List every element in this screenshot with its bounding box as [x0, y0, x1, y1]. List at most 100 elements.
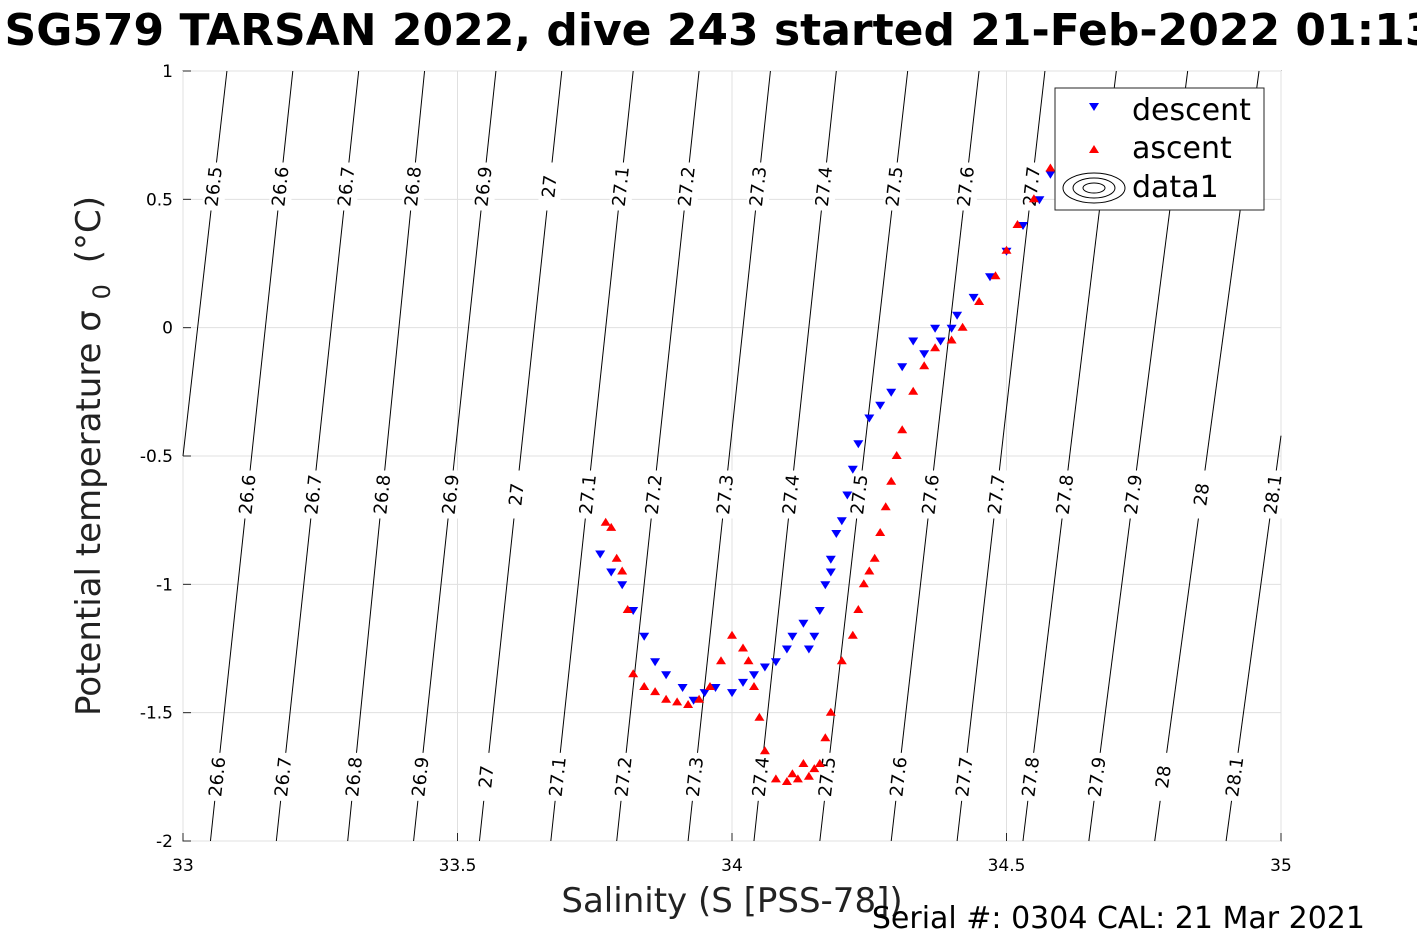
ascent-marker [825, 707, 836, 716]
contour-label-bg [714, 470, 737, 519]
legend-ascent-label: ascent [1132, 131, 1232, 166]
contour-label: 28 [1190, 482, 1214, 508]
descent-marker [781, 645, 792, 654]
ascent-marker [864, 566, 875, 575]
ascent-marker [727, 630, 737, 639]
ascent-marker [650, 687, 661, 696]
descent-marker [606, 568, 617, 577]
descent-marker [853, 440, 864, 449]
contour-label-bg [371, 470, 394, 519]
contour-label-bg [747, 162, 770, 211]
descent-marker [738, 678, 748, 687]
y-axis-label-subscript: 0 [88, 284, 116, 299]
contour-label-bg [953, 752, 976, 801]
y-axis-ticks: 1 0.5 0 -0.5 -1 -1.5 -2 [140, 62, 191, 852]
ascent-marker [749, 682, 759, 690]
contour-label-bg [985, 470, 1008, 519]
descent-marker [930, 324, 941, 333]
contour-label-bg [1262, 470, 1285, 519]
descent-marker [1018, 222, 1028, 230]
ascent-marker [628, 669, 639, 678]
x-tick-label: 33.5 [439, 856, 477, 876]
contour-label: 27.2 [675, 166, 700, 208]
contour-label: 27 [538, 174, 561, 199]
contour-label-bg [812, 162, 835, 211]
ascent-marker [847, 630, 858, 639]
ascent-marker [853, 605, 864, 613]
descent-marker [787, 632, 798, 641]
descent-marker [650, 658, 661, 667]
ascent-marker [814, 759, 825, 767]
descent-marker [759, 663, 770, 672]
contour-label: 27.2 [642, 474, 667, 516]
ascent-series [600, 163, 1056, 785]
descent-marker [639, 632, 650, 641]
density-contour-line [182, 70, 228, 457]
descent-marker [628, 607, 639, 615]
x-axis-label: Salinity (S [PSS-78]) [561, 881, 902, 921]
contour-label: 26.8 [401, 166, 426, 208]
ascent-marker [880, 502, 891, 511]
contour-label: 27.8 [1053, 473, 1079, 515]
ascent-marker [1012, 220, 1023, 228]
y-tick-label: 0 [162, 319, 173, 339]
ascent-marker [781, 777, 792, 785]
ascent-marker [897, 425, 908, 434]
contour-label-bg [887, 752, 910, 801]
descent-marker [820, 581, 831, 590]
contour-label: 27.6 [919, 473, 944, 515]
descent-marker [749, 671, 759, 680]
contour-label-bg [505, 470, 528, 519]
contour-label-bg [1086, 752, 1109, 801]
contour-label-bg [612, 752, 635, 801]
legend-data1-label: data1 [1132, 170, 1219, 205]
ascent-marker [1045, 163, 1056, 172]
contour-label-bg [1190, 470, 1213, 519]
contour-label: 26.8 [370, 474, 395, 516]
ascent-marker [946, 335, 957, 344]
descent-marker [617, 581, 628, 590]
contour-label-bg [780, 470, 803, 519]
ascent-marker [716, 656, 726, 665]
contour-label: 27.8 [1018, 756, 1044, 798]
ascent-marker [694, 694, 705, 703]
ascent-marker [792, 774, 803, 783]
ascent-marker [622, 605, 633, 613]
contour-label: 27.4 [749, 756, 774, 798]
ascent-marker [957, 322, 968, 331]
ascent-marker [836, 656, 847, 665]
contour-label-bg [206, 752, 229, 801]
chart-title: SG579 TARSAN 2022, dive 243 started 21-F… [5, 5, 1417, 56]
contour-label-bg [1122, 470, 1145, 519]
ascent-marker [787, 769, 798, 778]
contour-label-bg [1019, 752, 1042, 801]
ascent-marker [738, 643, 748, 652]
contour-label-bg [439, 470, 462, 519]
contour-label-bg [269, 162, 292, 211]
legend-ascent-marker [1089, 145, 1099, 153]
descent-marker [1045, 170, 1056, 179]
contour-label: 26.9 [408, 756, 433, 798]
ascent-marker [770, 774, 781, 783]
contour-label-bg [683, 752, 706, 801]
ascent-marker [886, 476, 897, 485]
contour-label-bg [472, 162, 495, 211]
ascent-marker [858, 579, 869, 588]
contour-label: 27.1 [546, 756, 571, 798]
descent-marker [886, 388, 897, 397]
y-tick-label: -1.5 [140, 704, 173, 724]
contour-label: 26.7 [271, 756, 296, 798]
x-tick-label: 33 [172, 856, 194, 876]
contour-label: 27.3 [713, 474, 738, 516]
contour-label-bg [1223, 752, 1246, 801]
ascent-marker [875, 528, 886, 536]
ascent-marker [908, 386, 919, 395]
contour-label-bg [954, 162, 977, 211]
y-axis-label: Potential temperature σ 0 (°C) [69, 196, 119, 716]
contour-label: 27.5 [882, 165, 907, 207]
contour-label: 27.2 [611, 756, 636, 798]
contour-label: 26.8 [342, 756, 367, 798]
ascent-marker [891, 451, 902, 459]
contour-label-bg [675, 162, 698, 211]
